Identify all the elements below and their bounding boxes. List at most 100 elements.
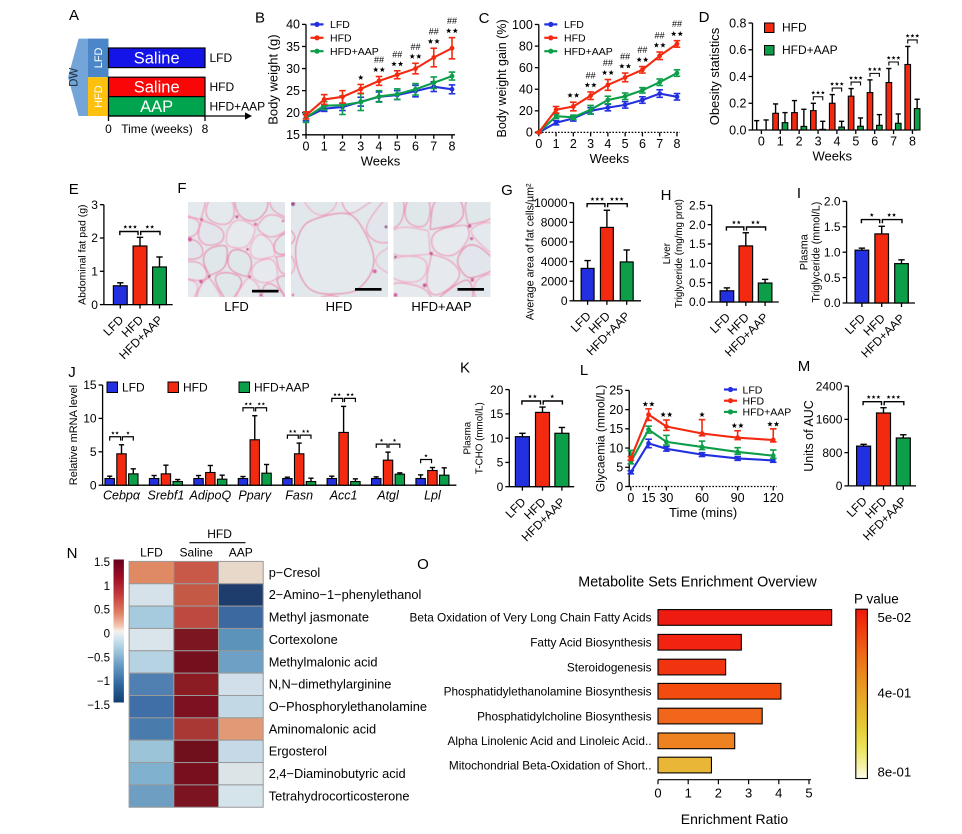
svg-text:Alpha Linolenic Acid and Linol: Alpha Linolenic Acid and Linoleic Acid..: [448, 734, 652, 748]
svg-text:M: M: [798, 358, 811, 375]
svg-text:B: B: [255, 10, 265, 27]
svg-text:Saline: Saline: [180, 546, 214, 560]
svg-text:10: 10: [83, 412, 97, 426]
svg-text:0.2: 0.2: [729, 97, 746, 111]
svg-text:Methyl jasmonate: Methyl jasmonate: [269, 610, 369, 625]
svg-text:Cortexolone: Cortexolone: [269, 632, 338, 647]
svg-text:2.0: 2.0: [824, 195, 841, 209]
svg-text:2,4−Diaminobutyric acid: 2,4−Diaminobutyric acid: [269, 766, 406, 781]
svg-text:Liver: Liver: [662, 242, 673, 264]
svg-text:80: 80: [519, 39, 533, 53]
svg-text:Time (mins): Time (mins): [669, 505, 737, 520]
svg-text:1.5: 1.5: [94, 557, 110, 569]
svg-text:8: 8: [909, 135, 916, 149]
svg-text:15: 15: [83, 378, 97, 392]
svg-text:3: 3: [357, 139, 364, 153]
svg-text:0: 0: [526, 126, 533, 140]
svg-text:1.5: 1.5: [824, 220, 841, 234]
svg-text:6: 6: [871, 135, 878, 149]
svg-text:4000: 4000: [541, 255, 568, 269]
svg-text:Saline: Saline: [134, 50, 180, 68]
svg-text:1: 1: [91, 265, 98, 279]
svg-text:10: 10: [490, 431, 504, 445]
svg-text:60: 60: [695, 491, 709, 505]
svg-text:3: 3: [91, 198, 98, 212]
svg-text:Aminomalonic acid: Aminomalonic acid: [269, 721, 376, 736]
svg-text:5: 5: [805, 786, 812, 801]
svg-text:Glycaemia (mmol/L): Glycaemia (mmol/L): [594, 385, 608, 492]
svg-text:Fasn: Fasn: [285, 489, 313, 503]
svg-text:6: 6: [412, 139, 419, 153]
svg-text:HFD+AAP: HFD+AAP: [782, 43, 838, 57]
svg-text:Ergosterol: Ergosterol: [269, 744, 327, 759]
svg-text:Tetrahydrocorticosterone: Tetrahydrocorticosterone: [269, 788, 410, 803]
svg-text:HFD: HFD: [782, 21, 807, 35]
svg-text:40: 40: [519, 83, 533, 97]
svg-text:O: O: [417, 556, 429, 573]
svg-text:HFD: HFD: [93, 85, 105, 108]
svg-text:HFD+AAP: HFD+AAP: [411, 299, 471, 314]
svg-text:1.0: 1.0: [824, 245, 841, 259]
svg-text:30: 30: [659, 491, 673, 505]
svg-text:−1: −1: [97, 676, 110, 688]
svg-text:HFD: HFD: [330, 33, 352, 45]
svg-text:Saline: Saline: [134, 79, 180, 97]
svg-text:0.0: 0.0: [824, 296, 841, 310]
svg-text:0: 0: [91, 298, 98, 312]
svg-text:Phosphatidylethanolamine Biosy: Phosphatidylethanolamine Biosynthesis: [444, 684, 652, 698]
svg-text:0: 0: [654, 786, 661, 801]
svg-text:5: 5: [497, 456, 504, 470]
svg-text:3: 3: [745, 786, 752, 801]
svg-text:Beta Oxidation of Very Long Ch: Beta Oxidation of Very Long Chain Fatty …: [410, 611, 652, 625]
svg-text:##: ##: [374, 55, 384, 65]
svg-text:##: ##: [429, 27, 439, 37]
svg-text:Weeks: Weeks: [813, 149, 853, 164]
svg-text:5: 5: [616, 461, 623, 475]
svg-text:HFD: HFD: [564, 33, 586, 45]
svg-text:Triglyceride (mg/mg prot): Triglyceride (mg/mg prot): [674, 199, 685, 308]
svg-text:Mitochondrial Beta-Oxidation o: Mitochondrial Beta-Oxidation of Short..: [449, 758, 652, 772]
svg-text:HFD: HFD: [210, 80, 235, 94]
svg-text:30: 30: [286, 62, 300, 76]
svg-text:p−Cresol: p−Cresol: [269, 565, 321, 580]
svg-text:LFD: LFD: [210, 51, 233, 65]
svg-text:1: 1: [553, 137, 560, 151]
svg-text:Steroidogenesis: Steroidogenesis: [567, 660, 652, 674]
svg-text:0: 0: [90, 478, 97, 492]
svg-text:15: 15: [609, 422, 623, 436]
svg-text:##: ##: [586, 70, 596, 80]
svg-text:20: 20: [519, 104, 533, 118]
svg-text:2: 2: [570, 137, 577, 151]
svg-text:1: 1: [321, 139, 328, 153]
svg-text:0: 0: [303, 139, 310, 153]
svg-text:AAP: AAP: [140, 98, 173, 116]
svg-text:##: ##: [410, 42, 420, 52]
svg-text:2−Amino−1−phenylethanol: 2−Amino−1−phenylethanol: [269, 587, 422, 602]
svg-text:10: 10: [609, 441, 623, 455]
svg-text:Relative mRNA level: Relative mRNA level: [68, 385, 80, 485]
svg-text:−1.5: −1.5: [87, 700, 110, 712]
svg-text:0: 0: [836, 479, 843, 493]
svg-text:4e-01: 4e-01: [878, 686, 912, 701]
svg-text:2: 2: [715, 786, 722, 801]
svg-text:0: 0: [497, 480, 504, 494]
svg-text:LFD: LFD: [330, 19, 350, 31]
svg-text:4: 4: [775, 786, 782, 801]
svg-text:G: G: [501, 182, 513, 199]
svg-text:HFD: HFD: [326, 299, 353, 314]
svg-text:Fatty Acid Biosynthesis: Fatty Acid Biosynthesis: [530, 635, 651, 649]
svg-text:##: ##: [603, 58, 613, 68]
svg-text:0.5: 0.5: [94, 605, 110, 617]
svg-text:5: 5: [852, 135, 859, 149]
svg-text:HFD: HFD: [743, 396, 765, 408]
svg-text:8000: 8000: [541, 216, 568, 230]
svg-text:20: 20: [286, 106, 300, 120]
svg-text:8: 8: [449, 139, 456, 153]
svg-text:Abdominal fat pad (g): Abdominal fat pad (g): [77, 204, 89, 304]
svg-text:3: 3: [587, 137, 594, 151]
svg-text:25: 25: [609, 384, 623, 398]
svg-text:40: 40: [286, 18, 300, 32]
svg-text:HFD+AAP: HFD+AAP: [210, 100, 266, 114]
svg-text:LFD: LFD: [224, 299, 249, 314]
svg-text:Srebf1: Srebf1: [147, 489, 184, 503]
